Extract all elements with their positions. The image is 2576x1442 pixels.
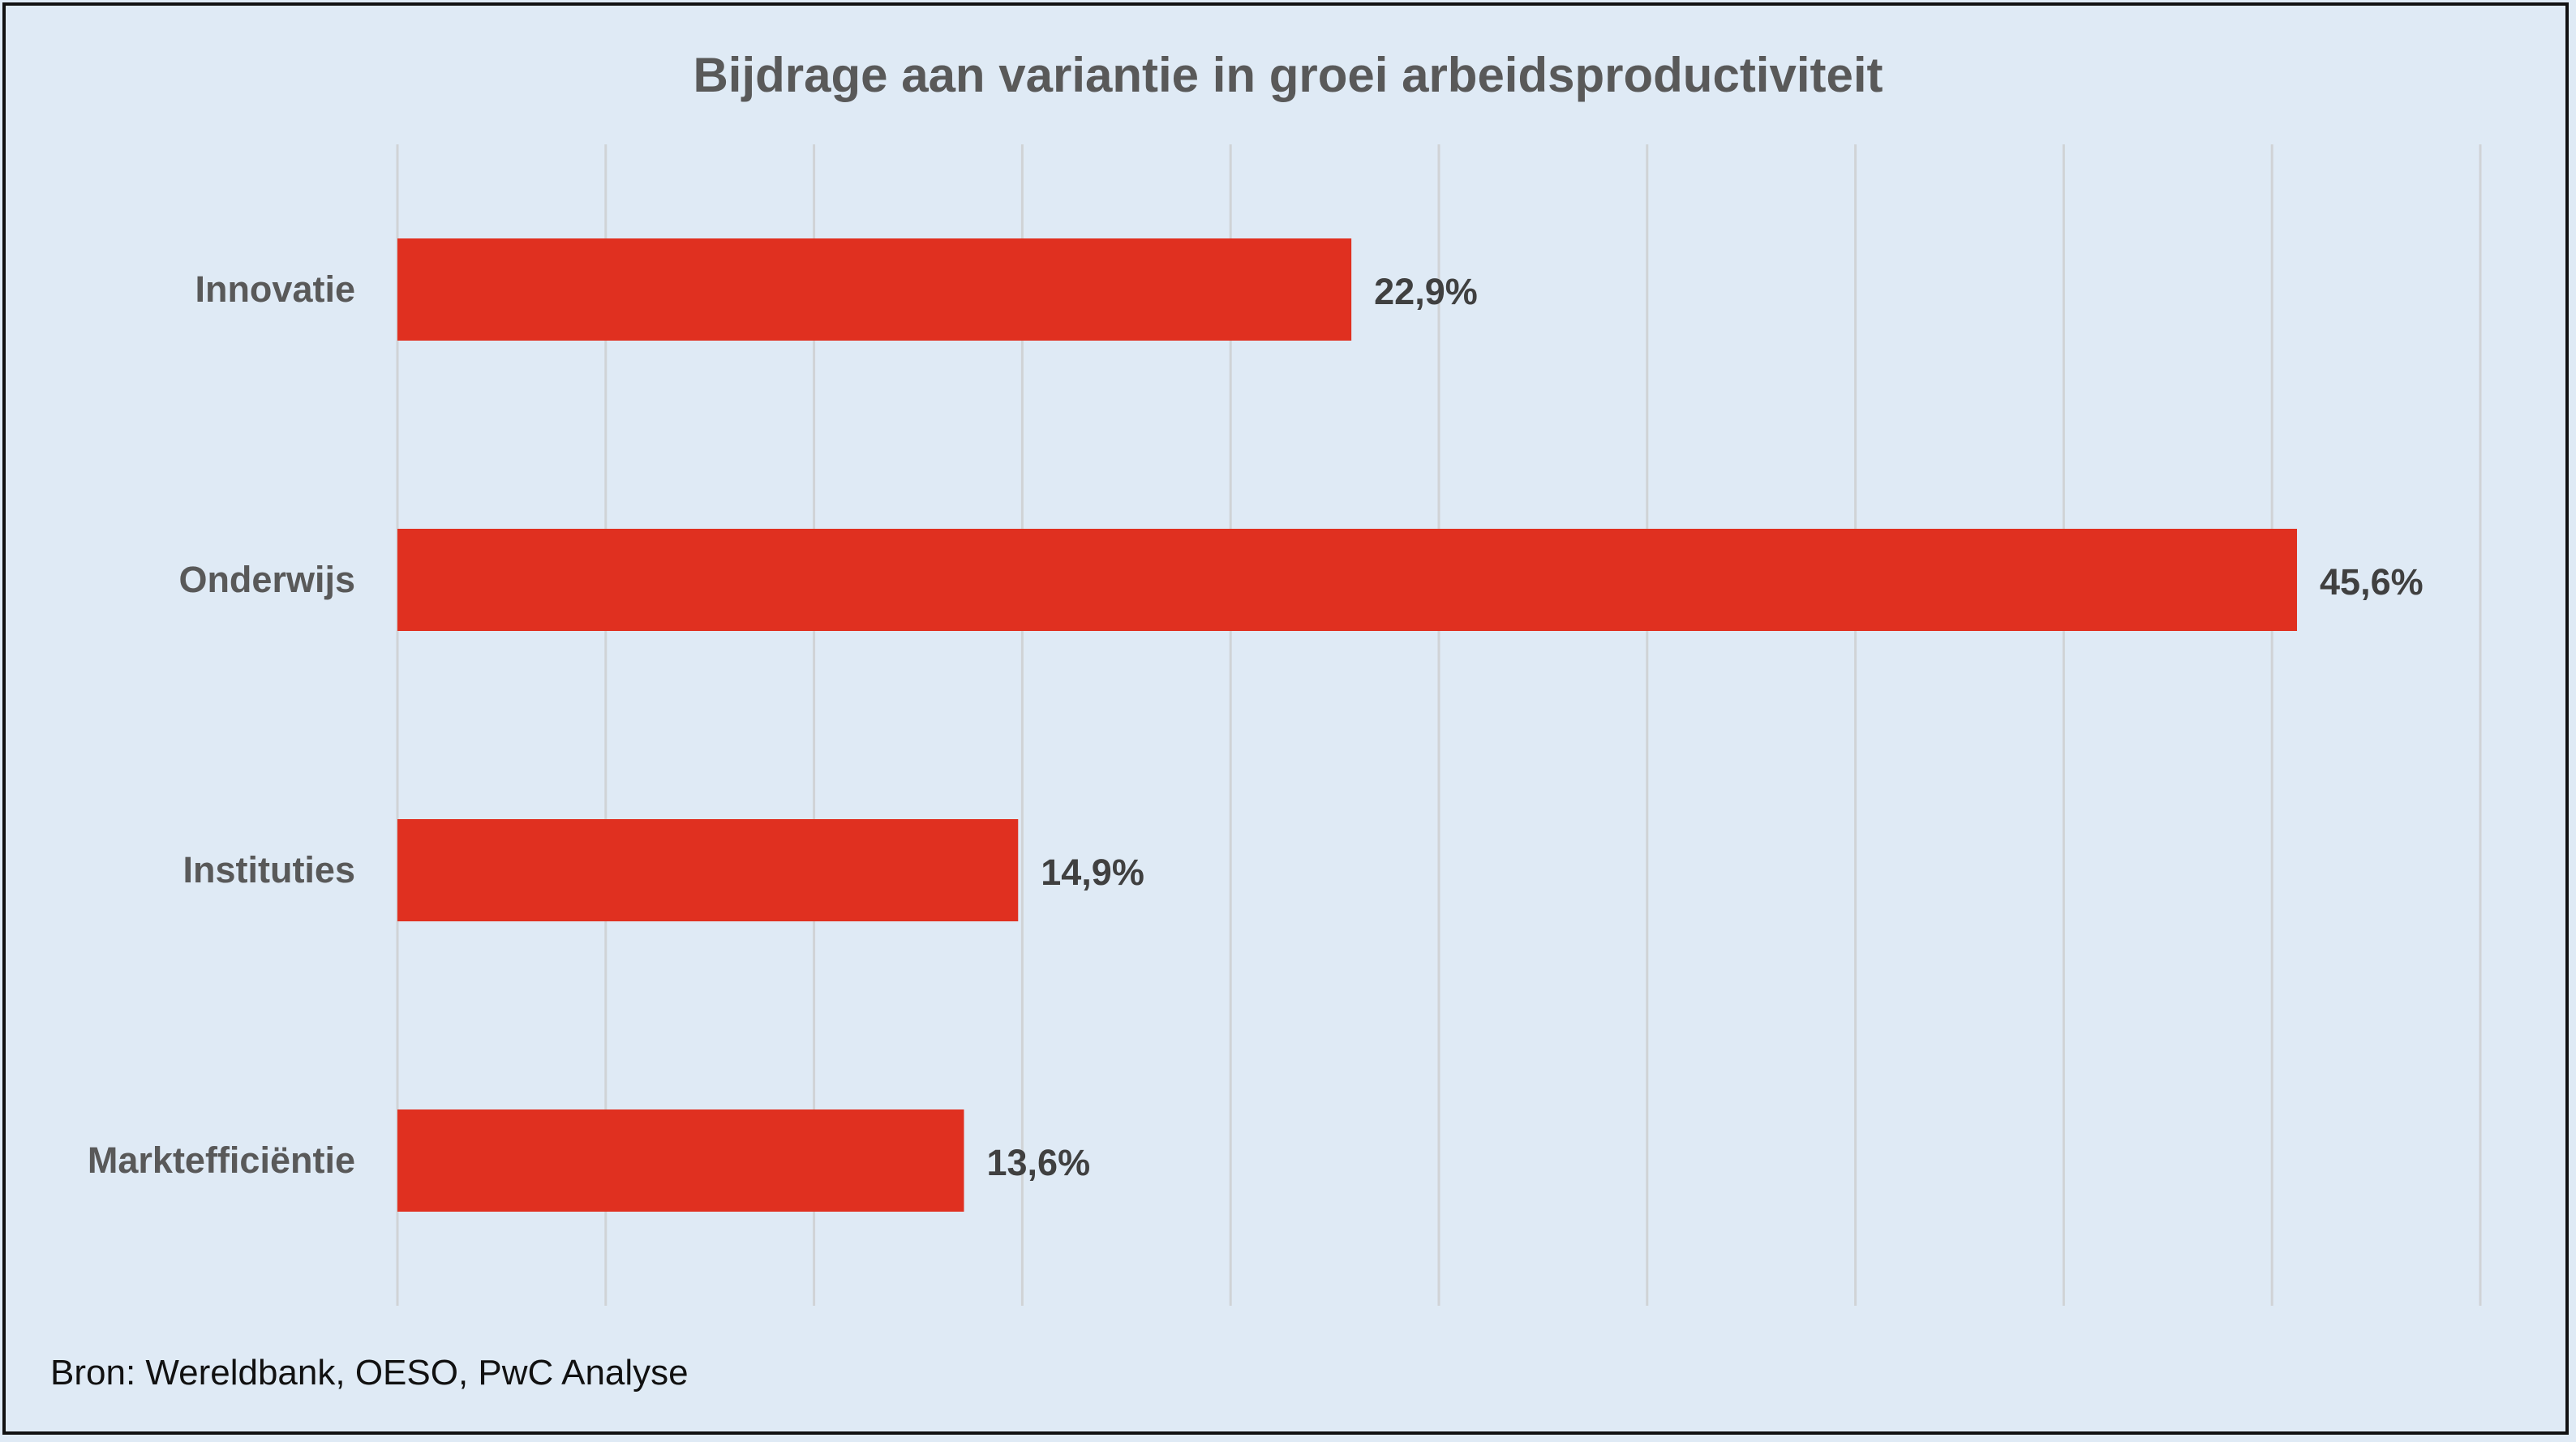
bar (397, 238, 1352, 341)
bar (397, 1109, 964, 1212)
bar (397, 819, 1019, 921)
category-label: Marktefficiëntie (88, 1139, 355, 1181)
category-label: Onderwijs (178, 559, 355, 600)
bar (397, 529, 2298, 631)
chart-title: Bijdrage aan variantie in groei arbeidsp… (693, 48, 1883, 102)
data-label: 45,6% (2320, 561, 2424, 603)
data-label: 13,6% (986, 1142, 1090, 1183)
category-label: Instituties (182, 849, 355, 891)
data-label: 14,9% (1041, 852, 1144, 893)
source-note: Bron: Wereldbank, OESO, PwC Analyse (50, 1353, 689, 1393)
category-label: Innovatie (195, 268, 355, 310)
data-label: 22,9% (1374, 271, 1478, 312)
